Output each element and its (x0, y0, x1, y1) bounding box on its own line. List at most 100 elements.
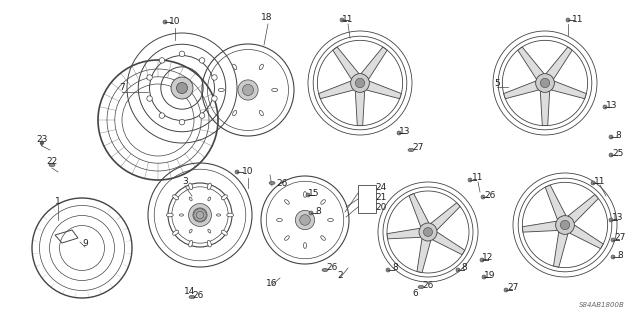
Circle shape (482, 275, 486, 279)
Ellipse shape (179, 214, 184, 216)
Circle shape (163, 20, 167, 24)
Ellipse shape (272, 88, 278, 92)
Ellipse shape (321, 200, 325, 204)
Ellipse shape (259, 110, 264, 116)
Polygon shape (409, 194, 429, 227)
Polygon shape (551, 81, 586, 99)
Ellipse shape (322, 268, 328, 271)
Polygon shape (417, 239, 431, 272)
Ellipse shape (189, 183, 193, 189)
Polygon shape (387, 228, 420, 239)
Ellipse shape (276, 219, 282, 221)
Text: 27: 27 (508, 284, 518, 293)
Text: 10: 10 (243, 167, 253, 176)
Text: 12: 12 (483, 254, 493, 263)
Text: 9: 9 (82, 239, 88, 248)
Polygon shape (504, 81, 539, 99)
Polygon shape (319, 81, 354, 99)
Ellipse shape (328, 219, 333, 221)
Ellipse shape (189, 229, 192, 233)
Circle shape (189, 204, 211, 226)
Circle shape (193, 208, 207, 222)
Ellipse shape (218, 88, 224, 92)
Circle shape (40, 141, 44, 145)
Circle shape (159, 113, 164, 118)
Text: 18: 18 (261, 13, 273, 23)
Circle shape (147, 96, 152, 101)
Polygon shape (431, 203, 460, 230)
Circle shape (340, 18, 344, 22)
Circle shape (561, 220, 570, 230)
Text: 3: 3 (182, 177, 188, 187)
Ellipse shape (173, 230, 179, 235)
Circle shape (536, 74, 554, 93)
Text: 7: 7 (119, 84, 125, 93)
Ellipse shape (221, 195, 227, 200)
Ellipse shape (321, 236, 325, 240)
Circle shape (171, 77, 193, 99)
Text: 8: 8 (615, 130, 621, 139)
Ellipse shape (216, 214, 221, 216)
Polygon shape (540, 91, 550, 126)
Text: 10: 10 (169, 18, 180, 26)
Ellipse shape (207, 183, 211, 189)
Text: 27: 27 (412, 144, 424, 152)
Circle shape (540, 78, 550, 88)
Text: 23: 23 (36, 136, 48, 145)
Circle shape (611, 255, 615, 259)
Circle shape (300, 215, 310, 225)
Polygon shape (568, 195, 598, 223)
Circle shape (355, 78, 365, 88)
Circle shape (179, 51, 185, 57)
Polygon shape (433, 232, 465, 255)
Circle shape (481, 195, 485, 199)
Circle shape (480, 258, 484, 262)
Circle shape (212, 96, 217, 101)
Circle shape (179, 119, 185, 125)
Ellipse shape (303, 192, 307, 197)
Circle shape (504, 288, 508, 292)
Polygon shape (355, 91, 365, 126)
Text: 8: 8 (392, 263, 398, 272)
Ellipse shape (408, 148, 414, 152)
Ellipse shape (189, 241, 193, 247)
Text: 8: 8 (315, 207, 321, 217)
Polygon shape (546, 47, 572, 79)
Circle shape (196, 211, 204, 219)
Text: 11: 11 (595, 177, 605, 187)
Circle shape (609, 153, 613, 157)
Text: 13: 13 (612, 213, 624, 222)
Text: 25: 25 (612, 149, 624, 158)
Circle shape (386, 268, 390, 272)
Circle shape (397, 131, 401, 135)
Ellipse shape (173, 195, 179, 200)
Text: 8: 8 (461, 263, 467, 272)
Circle shape (424, 227, 433, 236)
Circle shape (212, 75, 217, 80)
Ellipse shape (207, 241, 211, 247)
Circle shape (456, 268, 460, 272)
Text: 13: 13 (606, 100, 618, 109)
Text: 5: 5 (494, 78, 500, 87)
Text: 27: 27 (614, 234, 626, 242)
Text: 26: 26 (484, 190, 496, 199)
Circle shape (238, 80, 258, 100)
Polygon shape (518, 47, 544, 79)
Polygon shape (554, 232, 568, 267)
Polygon shape (545, 185, 566, 219)
Text: 26: 26 (276, 179, 288, 188)
Circle shape (566, 18, 570, 22)
Ellipse shape (189, 295, 195, 299)
Ellipse shape (232, 110, 237, 116)
Text: 26: 26 (422, 280, 434, 290)
Circle shape (194, 209, 206, 221)
Polygon shape (361, 47, 387, 79)
Text: 24: 24 (376, 183, 387, 192)
Text: 20: 20 (375, 204, 387, 212)
Text: 19: 19 (484, 271, 496, 279)
Text: 21: 21 (375, 194, 387, 203)
Ellipse shape (49, 163, 55, 167)
Text: 26: 26 (326, 263, 338, 272)
Text: 11: 11 (572, 16, 584, 25)
Circle shape (609, 218, 613, 222)
